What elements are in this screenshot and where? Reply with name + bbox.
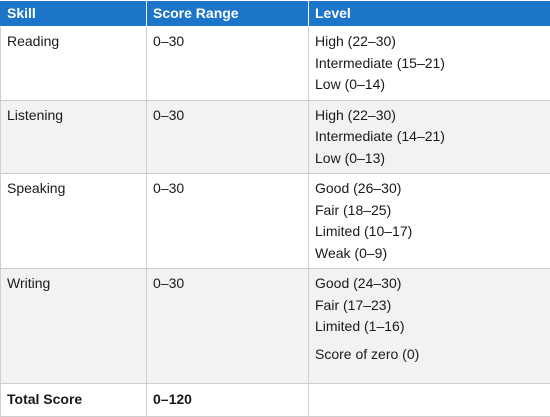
range-cell: 0–30 <box>147 269 309 384</box>
level-item: Intermediate (15–21) <box>315 53 544 75</box>
total-label: Total Score <box>1 384 147 417</box>
skill-cell: Reading <box>1 27 147 101</box>
total-range: 0–120 <box>147 384 309 417</box>
level-item: Limited (10–17) <box>315 221 544 243</box>
skill-cell: Speaking <box>1 174 147 269</box>
level-item: Fair (18–25) <box>315 200 544 222</box>
level-item: Weak (0–9) <box>315 243 544 265</box>
level-item: Low (0–13) <box>315 148 544 170</box>
level-item: High (22–30) <box>315 31 544 53</box>
header-level: Level <box>309 1 550 27</box>
table-row-writing: Writing 0–30 Good (24–30) Fair (17–23) L… <box>1 269 550 384</box>
level-item: Good (24–30) <box>315 273 544 295</box>
header-skill: Skill <box>1 1 147 27</box>
table-row-total: Total Score 0–120 <box>1 384 550 417</box>
level-item: Low (0–14) <box>315 74 544 96</box>
header-row: Skill Score Range Level <box>1 1 550 27</box>
level-cell: High (22–30) Intermediate (14–21) Low (0… <box>309 100 550 174</box>
range-cell: 0–30 <box>147 174 309 269</box>
level-item: Good (26–30) <box>315 178 544 200</box>
total-level-empty <box>309 384 550 417</box>
skill-cell: Writing <box>1 269 147 384</box>
table-row-speaking: Speaking 0–30 Good (26–30) Fair (18–25) … <box>1 174 550 269</box>
range-cell: 0–30 <box>147 100 309 174</box>
level-item-extra: Score of zero (0) <box>315 344 544 366</box>
level-item: Limited (1–16) <box>315 316 544 338</box>
table-row-listening: Listening 0–30 High (22–30) Intermediate… <box>1 100 550 174</box>
level-cell: Good (26–30) Fair (18–25) Limited (10–17… <box>309 174 550 269</box>
level-cell: High (22–30) Intermediate (15–21) Low (0… <box>309 27 550 101</box>
level-item: Fair (17–23) <box>315 295 544 317</box>
level-item: Intermediate (14–21) <box>315 126 544 148</box>
range-cell: 0–30 <box>147 27 309 101</box>
skill-cell: Listening <box>1 100 147 174</box>
level-cell: Good (24–30) Fair (17–23) Limited (1–16)… <box>309 269 550 384</box>
header-score-range: Score Range <box>147 1 309 27</box>
table-row-reading: Reading 0–30 High (22–30) Intermediate (… <box>1 27 550 101</box>
level-item: High (22–30) <box>315 105 544 127</box>
